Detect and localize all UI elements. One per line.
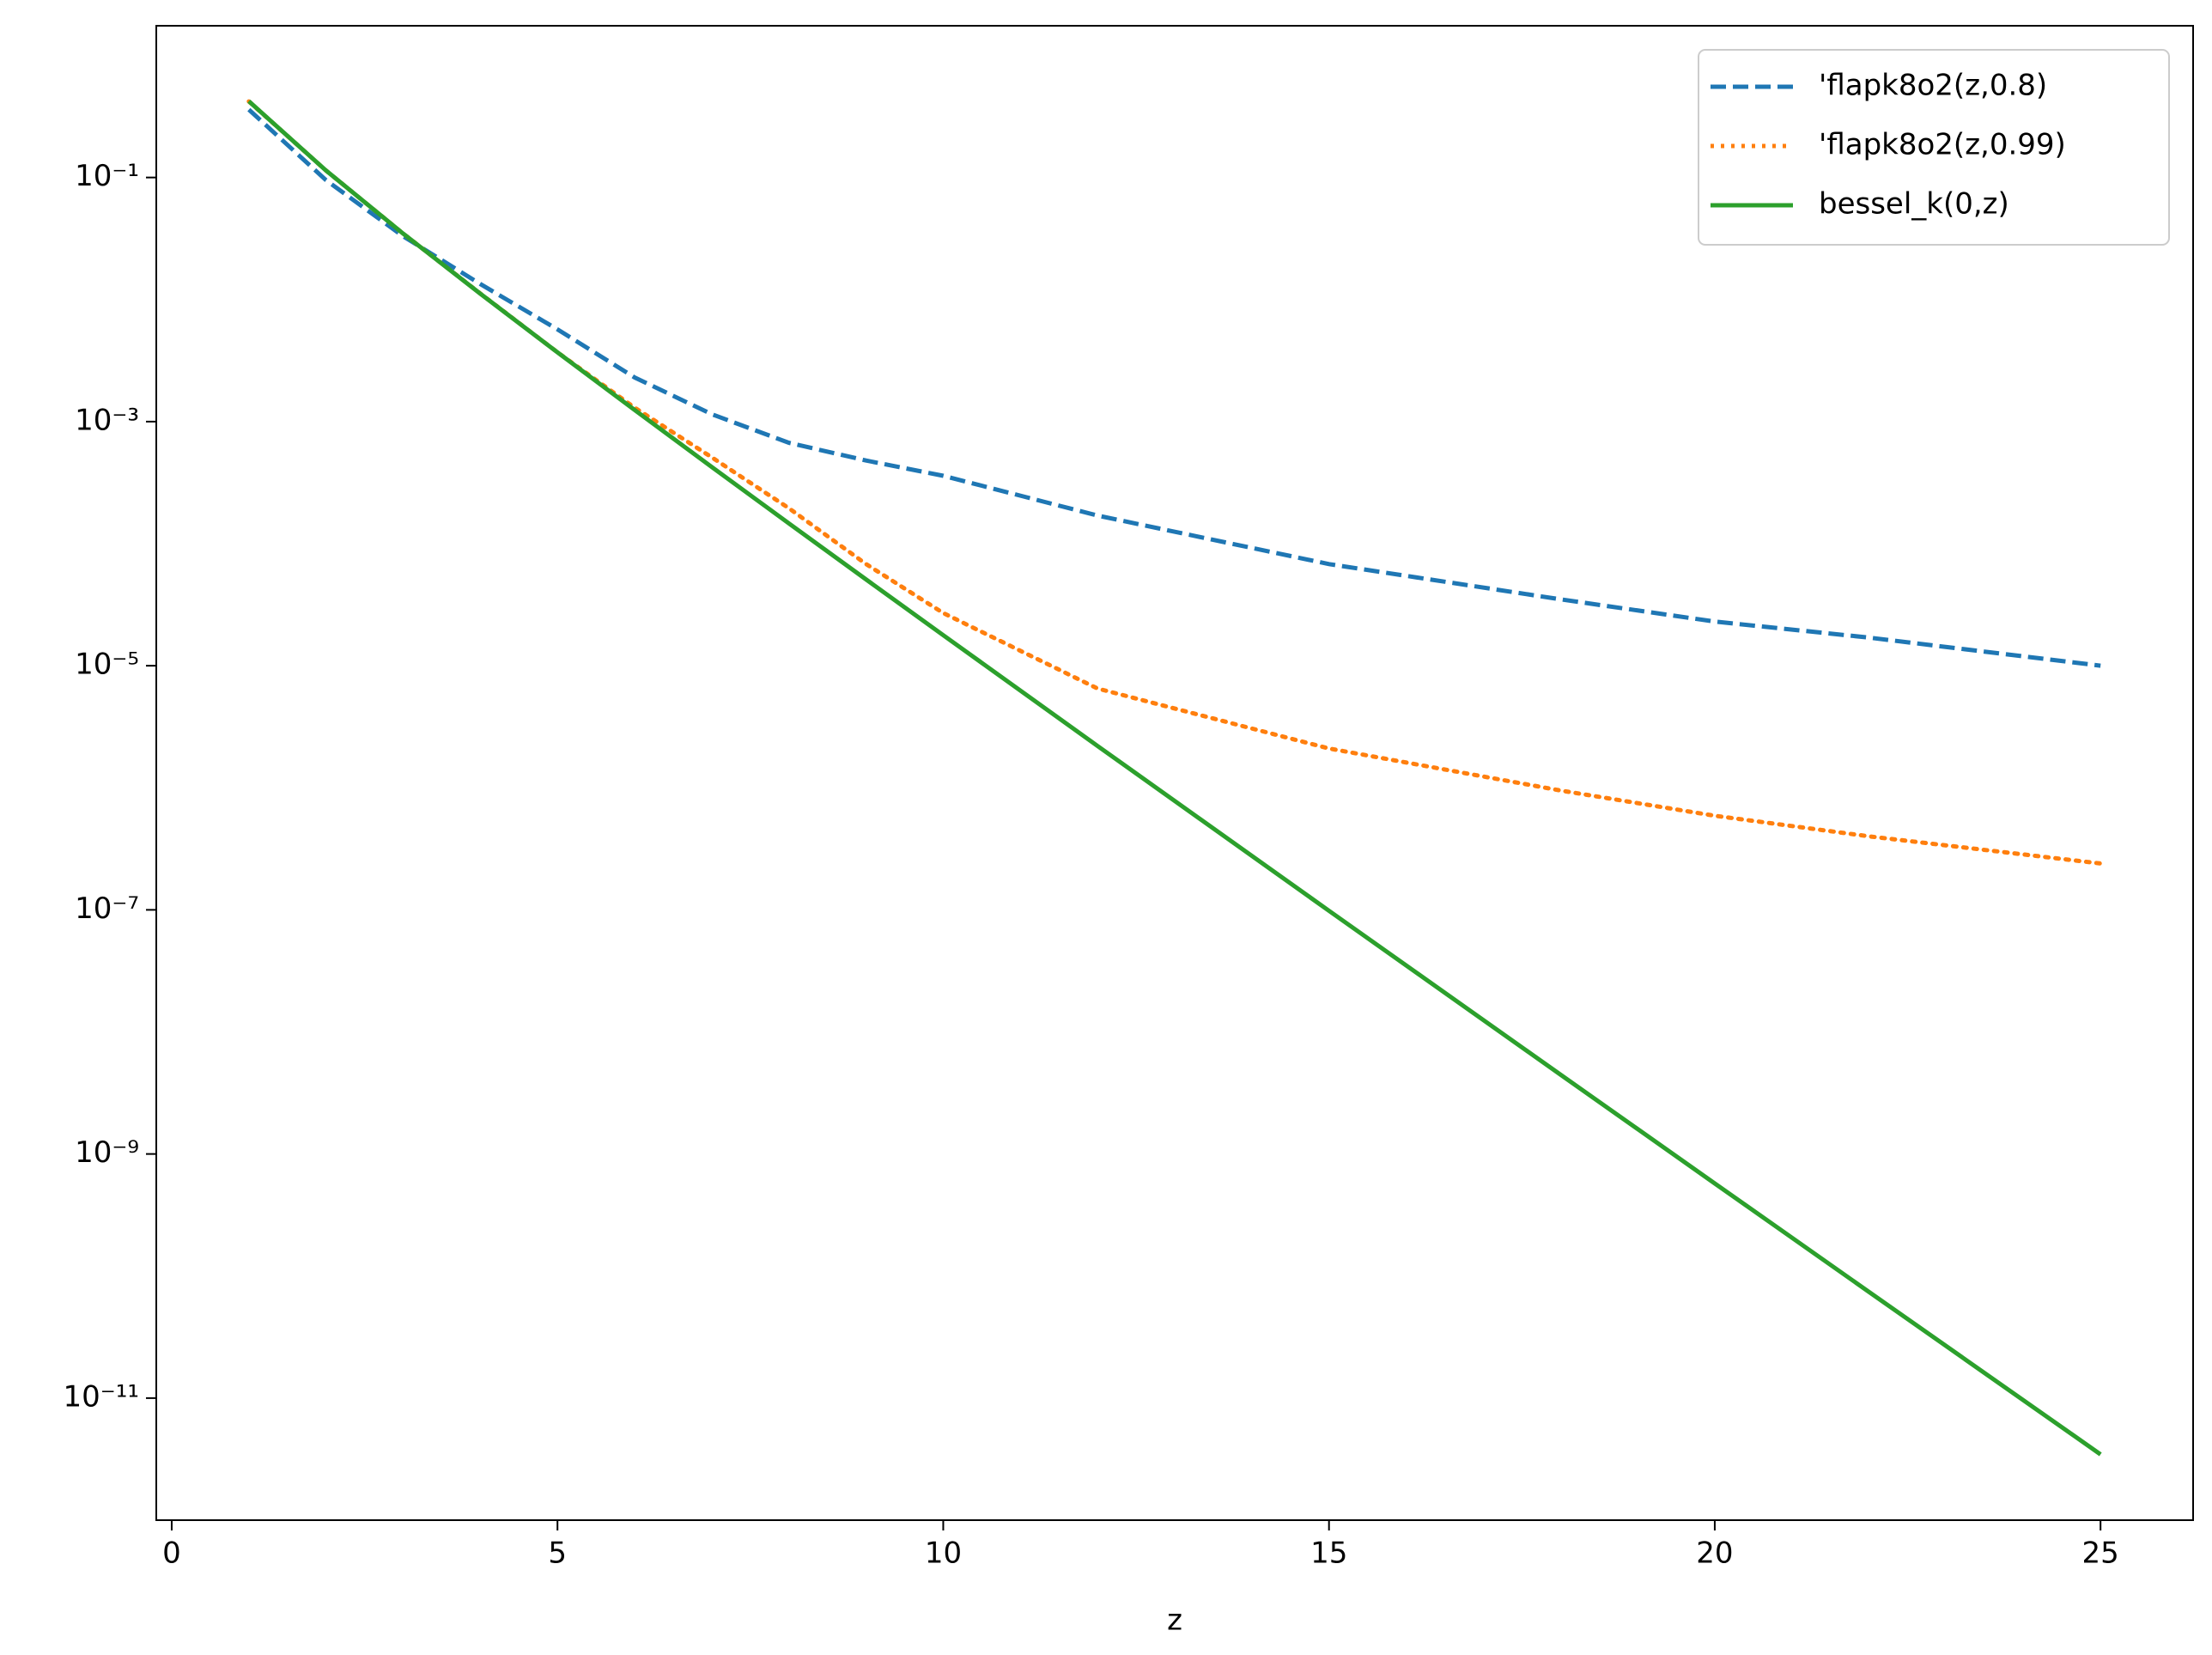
y-tick-label: 10⁻¹ bbox=[75, 159, 139, 193]
series-line bbox=[247, 100, 2102, 1457]
legend-label: 'flapk8o2(z,0.8) bbox=[1819, 69, 2047, 103]
x-axis-label: z bbox=[1167, 1603, 1182, 1638]
y-tick-label: 10⁻⁹ bbox=[75, 1135, 139, 1170]
x-tick-label: 0 bbox=[162, 1536, 181, 1571]
legend-label: bessel_k(0,z) bbox=[1819, 187, 2009, 222]
x-tick-label: 10 bbox=[925, 1536, 962, 1571]
legend-box bbox=[1698, 49, 2170, 246]
legend-label: 'flapk8o2(z,0.99) bbox=[1819, 128, 2066, 162]
x-tick-label: 20 bbox=[1696, 1536, 1733, 1571]
y-tick-label: 10⁻⁵ bbox=[75, 648, 139, 682]
y-tick-label: 10⁻¹¹ bbox=[64, 1379, 139, 1414]
y-tick-label: 10⁻⁷ bbox=[75, 891, 139, 926]
x-tick-label: 15 bbox=[1310, 1536, 1347, 1571]
x-tick-label: 25 bbox=[2082, 1536, 2119, 1571]
x-tick-label: 5 bbox=[548, 1536, 567, 1571]
plot-frame bbox=[155, 25, 2194, 1521]
y-tick-label: 10⁻³ bbox=[75, 403, 139, 437]
series-line bbox=[247, 107, 2101, 668]
